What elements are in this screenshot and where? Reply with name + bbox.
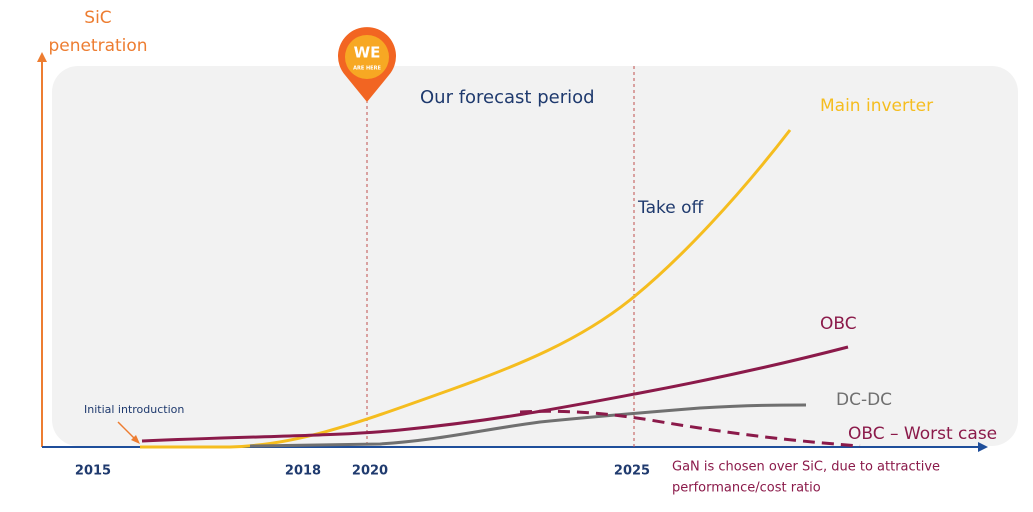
x-axis-arrow (978, 442, 988, 452)
pin-text: WE (354, 44, 381, 62)
annotation: GaN is chosen over SiC, due to attractiv… (672, 460, 940, 475)
y-axis-title: SiC (84, 8, 111, 28)
pin-text: ARE HERE (353, 66, 381, 72)
x-label: 2025 (614, 464, 650, 479)
annotation: performance/cost ratio (672, 481, 821, 496)
x-label: 2018 (285, 464, 321, 479)
background-panel (52, 66, 1018, 446)
x-label: 2020 (352, 464, 388, 479)
pin-center (345, 35, 389, 79)
x-label: 2015 (75, 464, 111, 479)
dc-dc-curve (249, 403, 807, 448)
y-axis-arrow (37, 52, 47, 62)
pointer (117, 421, 137, 441)
forecast-label: Our forecast period (420, 87, 595, 108)
y-axis-title: penetration (48, 36, 147, 56)
curve-label: OBC – Worst case (848, 424, 997, 444)
we-are-here-pin: WE ARE HERE (337, 27, 397, 102)
pointer-head (131, 435, 140, 444)
annotation: Take off (637, 198, 704, 218)
curve-label: Main inverter (820, 96, 933, 116)
curve-label: DC-DC (836, 390, 892, 410)
curve-label: OBC (820, 314, 857, 334)
annotation: Initial introduction (84, 403, 184, 416)
obc-curve (141, 345, 849, 443)
obc-worst-curve (519, 409, 861, 448)
